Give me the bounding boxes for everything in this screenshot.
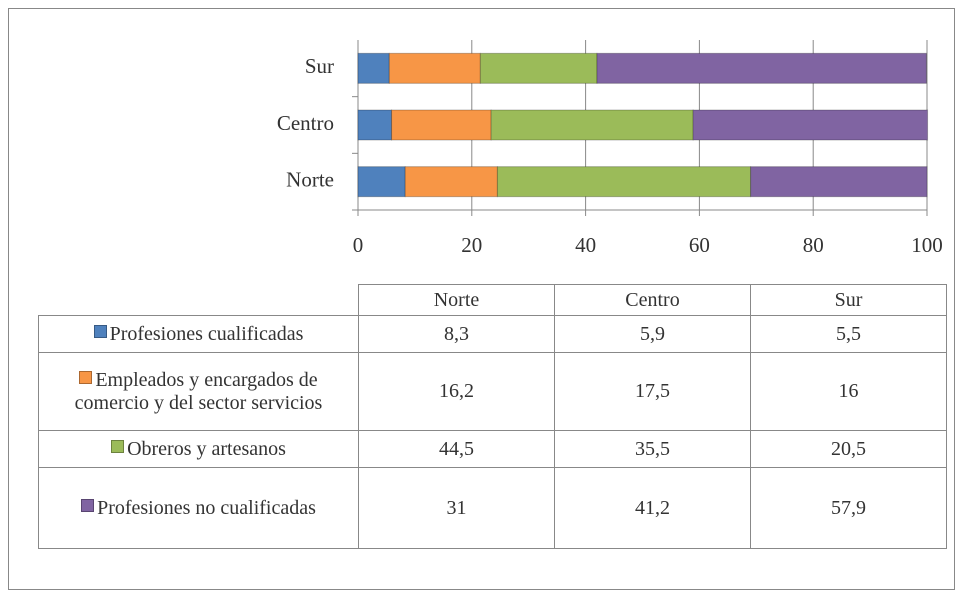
table-header-text: Centro bbox=[625, 288, 680, 311]
x-tick-label: 20 bbox=[461, 233, 482, 257]
table-header-text: Norte bbox=[433, 288, 480, 311]
bar-segment bbox=[479, 52, 598, 84]
table-value-text: 5,5 bbox=[836, 322, 861, 345]
table-value-text: 20,5 bbox=[831, 437, 866, 460]
legend-key bbox=[93, 324, 107, 338]
y-tick-label: Norte bbox=[286, 167, 334, 191]
bar-segment bbox=[404, 166, 498, 198]
table-value: 5,5 bbox=[750, 315, 947, 353]
table-value: 5,9 bbox=[554, 315, 751, 353]
table-value-text: 31 bbox=[446, 496, 467, 519]
table-row-label: Profesiones cualificadas bbox=[38, 315, 359, 353]
chart-frame bbox=[8, 8, 955, 590]
x-tick-label: 80 bbox=[803, 233, 824, 257]
table-header: Centro bbox=[554, 284, 751, 316]
bar-segment bbox=[357, 166, 406, 198]
table-value: 8,3 bbox=[358, 315, 555, 353]
table-value: 57,9 bbox=[750, 467, 947, 549]
x-tick-label: 60 bbox=[689, 233, 710, 257]
table-value: 16,2 bbox=[358, 352, 555, 431]
table-value-text: 16,2 bbox=[439, 380, 474, 402]
table-value-text: 41,2 bbox=[635, 496, 670, 519]
y-tick-label: Centro bbox=[277, 111, 334, 135]
legend-key bbox=[79, 370, 93, 384]
table-header: Sur bbox=[750, 284, 947, 316]
bar-segment bbox=[750, 166, 928, 198]
table-row-label: Obreros y artesanos bbox=[38, 430, 359, 468]
table-value-text: 57,9 bbox=[831, 496, 866, 519]
table-value: 31 bbox=[358, 467, 555, 549]
bar-segment bbox=[388, 52, 481, 84]
table-value: 41,2 bbox=[554, 467, 751, 549]
y-tick-label: Sur bbox=[305, 54, 334, 78]
legend-entry: Obreros y artesanos bbox=[111, 438, 286, 461]
table-value: 16 bbox=[750, 352, 947, 431]
x-tick-label: 0 bbox=[353, 233, 364, 257]
legend-entry: Profesiones no cualificadas bbox=[81, 497, 316, 520]
table-value-text: 16 bbox=[838, 380, 859, 402]
table-row-label: Profesiones no cualificadas bbox=[38, 467, 359, 549]
legend-key bbox=[81, 498, 95, 512]
bar-segment bbox=[692, 109, 929, 141]
legend-entry: Empleados y encargados de comercio y del… bbox=[43, 369, 354, 415]
bar-segment bbox=[391, 109, 492, 141]
x-tick-label: 40 bbox=[575, 233, 596, 257]
table-value: 20,5 bbox=[750, 430, 947, 468]
legend-label: Profesiones cualificadas bbox=[109, 322, 304, 345]
bar-segment bbox=[490, 109, 694, 141]
bar-segment bbox=[496, 166, 752, 198]
bar-segment bbox=[357, 52, 390, 84]
x-tick-label: 100 bbox=[911, 233, 943, 257]
table-value-text: 8,3 bbox=[444, 322, 469, 345]
table-header: Norte bbox=[358, 284, 555, 316]
table-header-text: Sur bbox=[834, 288, 863, 311]
table-value-text: 5,9 bbox=[640, 322, 665, 345]
legend-label: Profesiones no cualificadas bbox=[97, 496, 316, 519]
table-value-text: 35,5 bbox=[635, 437, 670, 460]
table-value: 35,5 bbox=[554, 430, 751, 468]
legend-key bbox=[111, 439, 125, 453]
legend-entry: Profesiones cualificadas bbox=[93, 322, 304, 346]
table-value-text: 17,5 bbox=[635, 380, 670, 402]
table-value: 44,5 bbox=[358, 430, 555, 468]
legend-label: Obreros y artesanos bbox=[127, 437, 286, 460]
legend-label: Empleados y encargados de comercio y del… bbox=[74, 368, 323, 414]
bar-segment bbox=[357, 109, 393, 141]
table-row-label: Empleados y encargados de comercio y del… bbox=[38, 352, 359, 431]
bar-segment bbox=[596, 52, 927, 84]
table-value-text: 44,5 bbox=[439, 437, 474, 460]
table-value: 17,5 bbox=[554, 352, 751, 431]
